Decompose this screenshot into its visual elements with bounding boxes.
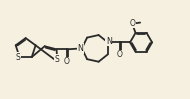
Text: O: O: [129, 19, 135, 28]
Text: N: N: [77, 44, 83, 53]
Text: S: S: [55, 55, 60, 64]
Text: O: O: [64, 57, 70, 66]
Text: O: O: [117, 50, 123, 59]
Text: S: S: [16, 52, 20, 61]
Text: N: N: [106, 37, 112, 46]
